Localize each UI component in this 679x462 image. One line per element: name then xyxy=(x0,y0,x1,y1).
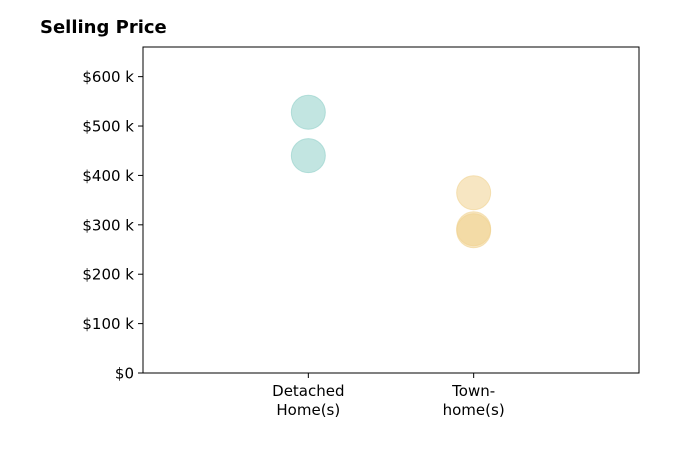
chart-title: Selling Price xyxy=(40,17,167,38)
plot-frame xyxy=(142,46,640,374)
x-tick-label: Town- home(s) xyxy=(442,382,505,419)
point xyxy=(456,175,492,211)
y-tick-label: $300 k xyxy=(82,216,134,234)
y-tick-label: $600 k xyxy=(82,68,134,86)
y-tick-label: $500 k xyxy=(82,118,134,136)
point xyxy=(290,94,326,130)
x-tick-label: Detached Home(s) xyxy=(272,382,345,419)
y-tick-label: $100 k xyxy=(82,315,134,333)
point xyxy=(290,138,326,174)
point xyxy=(456,213,492,249)
y-tick-label: $200 k xyxy=(82,266,134,284)
y-tick-label: $400 k xyxy=(82,167,134,185)
y-tick-label: $0 xyxy=(115,365,134,383)
